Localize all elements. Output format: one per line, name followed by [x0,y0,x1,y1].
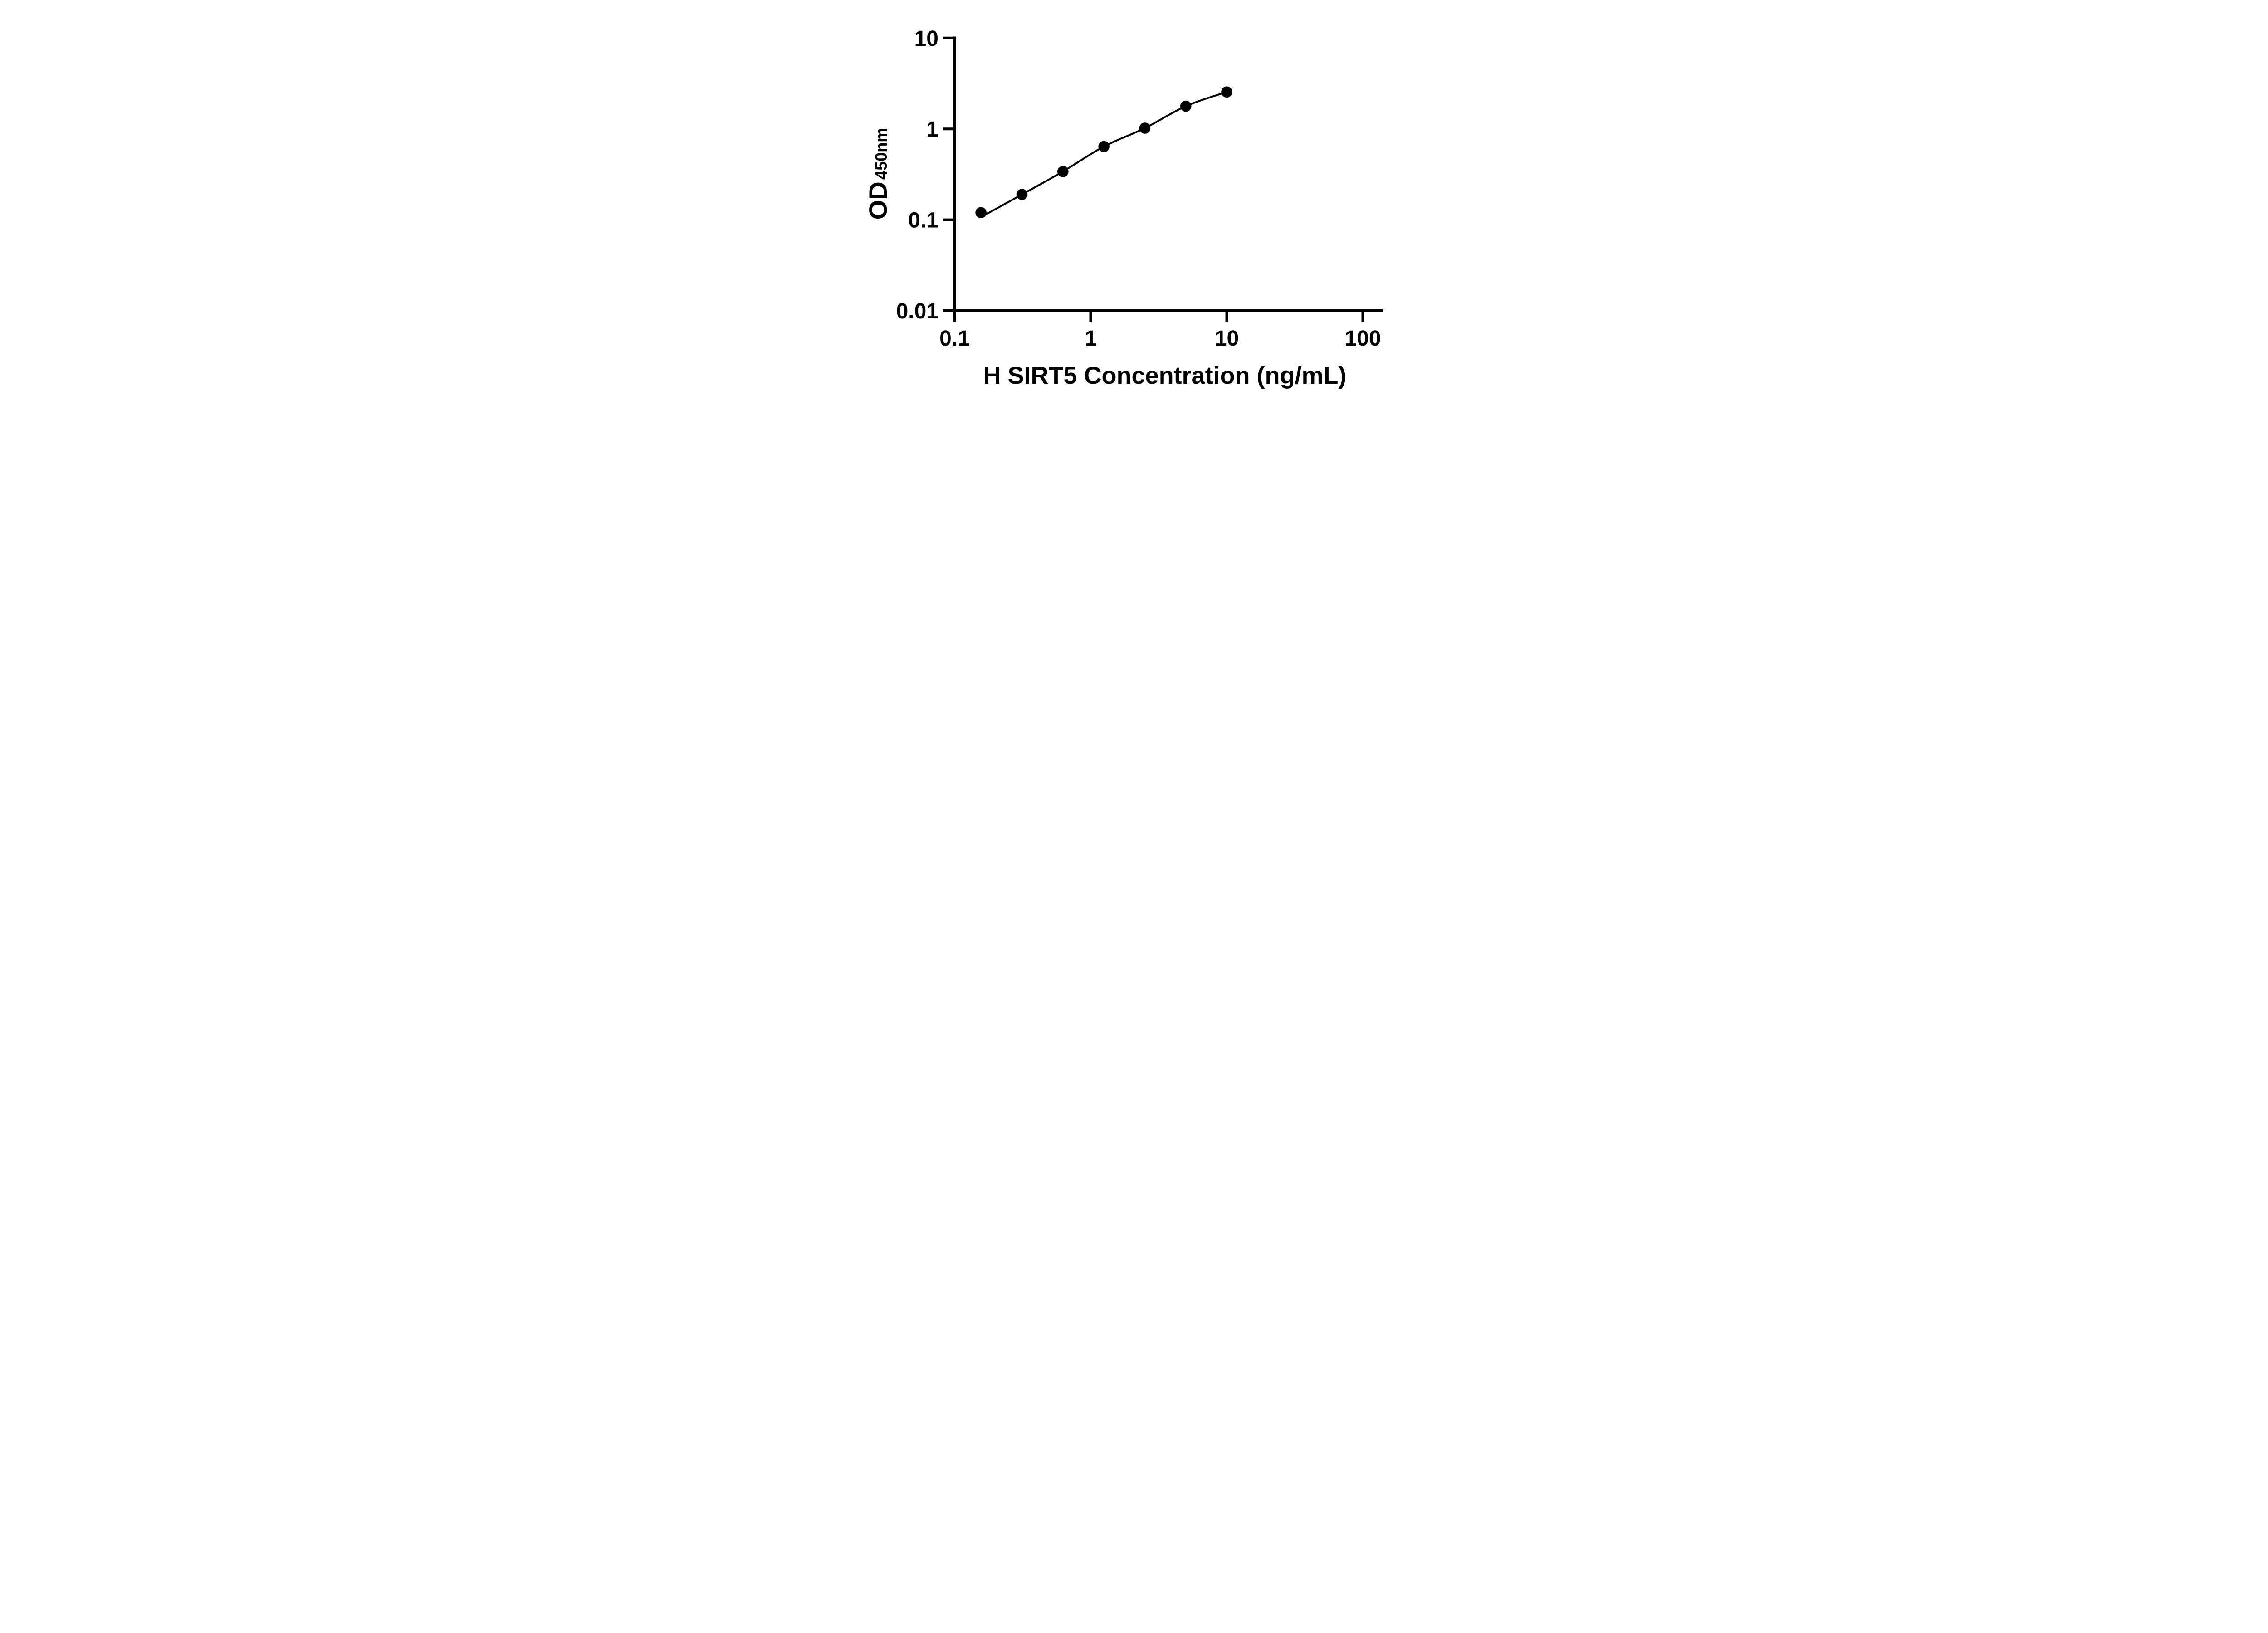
y-axis-tick-labels: 10 1 0.1 0.01 [896,27,938,323]
data-point [1016,189,1027,200]
data-point [975,207,987,219]
fitted-curve [980,91,1227,218]
y-tick-label: 0.01 [896,299,938,323]
data-point [1139,122,1150,134]
y-tick-label: 10 [914,27,938,51]
elisa-standard-curve-chart: 10 1 0.1 0.01 0.1 1 10 100 OD 450nm H SIRT5 Co… [847,0,1421,408]
x-tick-label: 1 [1085,327,1097,351]
data-point [1221,86,1232,98]
y-axis-title-sub: 450nm [872,128,890,180]
x-tick-label: 100 [1344,327,1381,351]
data-point [1057,166,1069,177]
data-point [1180,100,1191,112]
x-tick-label: 10 [1214,327,1238,351]
x-tick-label: 0.1 [939,327,970,351]
y-axis-title: OD 450nm [864,128,892,220]
data-points [975,86,1232,219]
x-axis-title: H SIRT5 Concentration (ng/mL) [983,362,1346,389]
y-tick-label: 1 [926,117,938,142]
data-point [1098,141,1110,152]
y-tick-label: 0.1 [908,209,938,233]
x-axis-tick-labels: 0.1 1 10 100 [939,327,1381,351]
y-axis-title-main: OD [864,181,892,220]
x-axis-ticks [953,310,1364,322]
